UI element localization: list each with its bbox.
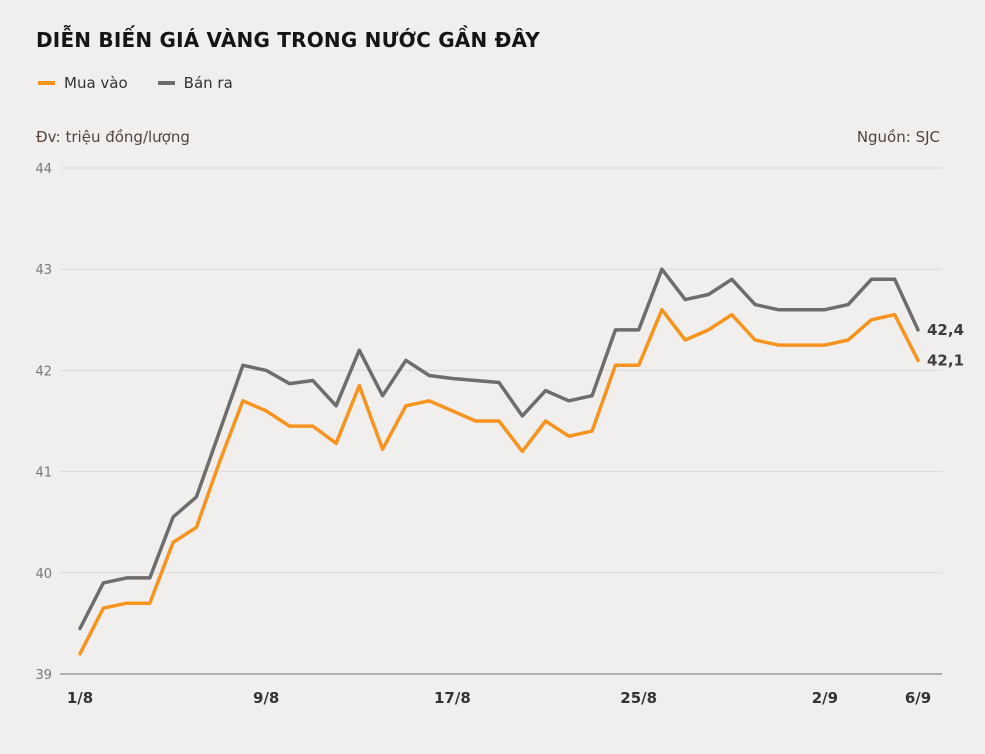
buy-series-swatch-icon [38,81,55,85]
legend-label-mua-vao: Mua vào [64,74,128,92]
unit-label: Đv: triệu đồng/lượng [36,128,190,146]
x-axis-tick-label: 2/9 [812,689,838,707]
x-axis-tick-label: 25/8 [620,689,657,707]
y-axis-tick-label: 40 [35,567,52,582]
legend-item-ban-ra: Bán ra [157,74,233,92]
y-axis-tick-label: 39 [35,668,52,683]
y-axis-tick-label: 41 [35,466,52,481]
x-axis-tick-label: 6/9 [905,689,931,707]
page-title: DIỄN BIẾN GIÁ VÀNG TRONG NƯỚC GẦN ĐÂY [36,28,540,52]
series-end-label-ban-ra: 42,4 [927,321,964,339]
series-line-ban-ra [78,267,920,631]
legend-label-ban-ra: Bán ra [183,74,233,92]
sell-series-swatch-icon [157,81,175,85]
x-axis-tick-label: 17/8 [434,689,471,707]
x-axis-tick-label: 1/8 [67,689,93,707]
series-line-mua-vao [78,307,920,656]
source-label: Nguồn: SJC [856,128,940,146]
legend-item-mua-vao: Mua vào [38,74,128,92]
x-axis-tick-label: 9/8 [253,689,279,707]
series-end-label-mua-vao: 42,1 [927,351,964,369]
y-axis-tick-label: 42 [35,364,52,379]
legend: Mua vào Bán ra [38,74,233,92]
y-axis-tick-label: 44 [35,162,52,177]
y-axis-tick-label: 43 [35,263,52,278]
